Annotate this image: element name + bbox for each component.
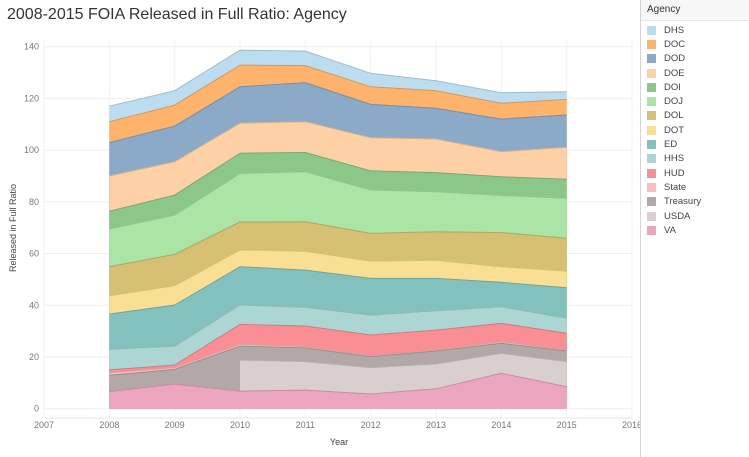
- legend-item-usda[interactable]: USDA: [641, 209, 749, 223]
- legend-label: State: [664, 181, 687, 193]
- y-tick-label: 0: [34, 404, 39, 414]
- legend-swatch: [647, 225, 656, 235]
- x-axis-title: Year: [330, 437, 348, 447]
- legend-label: DOJ: [664, 96, 683, 108]
- y-tick-label: 20: [29, 352, 39, 362]
- area-edge-treasury: [109, 342, 567, 376]
- legend-swatch: [647, 197, 656, 207]
- legend-item-treasury[interactable]: Treasury: [641, 195, 749, 209]
- legend-swatch: [647, 111, 656, 121]
- legend-item-dod[interactable]: DOD: [641, 52, 749, 66]
- area-layers: [109, 49, 567, 409]
- area-edge-hud: [109, 322, 567, 371]
- legend-swatch: [647, 125, 656, 135]
- area-edge-hhs: [109, 304, 567, 350]
- legend-swatch: [647, 97, 656, 107]
- area-edge-ed: [109, 266, 567, 315]
- legend-item-hhs[interactable]: HHS: [641, 152, 749, 166]
- legend-panel: Agency DHS DOC DOD DOE DOI DOJ DOL DOT ED HHS HUD S…: [640, 0, 749, 457]
- chart-title: 2008-2015 FOIA Released in Full Ratio: A…: [7, 6, 347, 23]
- legend-label: HHS: [664, 153, 685, 165]
- area-edge-va: [109, 372, 567, 395]
- x-tick-label: 2011: [296, 420, 315, 430]
- y-axis-title: Released in Full Ratio: [8, 184, 18, 272]
- y-tick-label: 60: [29, 249, 39, 259]
- legend-item-dhs[interactable]: DHS: [641, 23, 749, 37]
- legend-label: USDA: [664, 210, 691, 222]
- legend-item-va[interactable]: VA: [641, 223, 749, 237]
- legend-item-ed[interactable]: ED: [641, 137, 749, 151]
- y-tick-label: 40: [29, 300, 39, 310]
- legend-label: ED: [664, 139, 678, 151]
- y-tick-label: 120: [24, 93, 39, 103]
- legend-swatch: [647, 168, 656, 178]
- area-edge-doe: [109, 121, 567, 177]
- area-edge-dol: [109, 221, 567, 268]
- area-edge-doj: [109, 171, 567, 230]
- x-tick-label: 2007: [34, 420, 54, 430]
- legend-label: DOL: [664, 110, 684, 122]
- y-axis-ticks: 0 20 40 60 80 100 120 140: [24, 42, 39, 414]
- legend-item-hud[interactable]: HUD: [641, 166, 749, 180]
- legend-swatch: [647, 25, 656, 35]
- y-tick-label: 140: [24, 42, 39, 52]
- y-tick-label: 100: [24, 145, 39, 155]
- legend-item-dot[interactable]: DOT: [641, 123, 749, 137]
- x-tick-label: 2009: [165, 420, 185, 430]
- x-tick-label: 2012: [361, 420, 381, 430]
- legend-item-doc[interactable]: DOC: [641, 37, 749, 51]
- legend-label: VA: [664, 224, 676, 236]
- legend-label: DOC: [664, 38, 686, 50]
- legend-label: DHS: [664, 24, 685, 36]
- legend-label: Treasury: [664, 196, 702, 208]
- legend-label: DOD: [664, 53, 686, 65]
- legend-swatch: [647, 140, 656, 150]
- legend-swatch: [647, 182, 656, 192]
- legend-item-doj[interactable]: DOJ: [641, 94, 749, 108]
- legend-swatch: [647, 68, 656, 78]
- x-tick-label: 2015: [557, 420, 577, 430]
- legend-swatch: [647, 54, 656, 64]
- legend-label: DOT: [664, 124, 685, 136]
- legend-label: DOE: [664, 67, 685, 79]
- legend-title: Agency: [641, 0, 749, 21]
- area-edge-usda: [239, 352, 567, 369]
- area-edge-doc: [109, 64, 567, 123]
- x-tick-label: 2014: [491, 420, 511, 430]
- area-edge-dod: [109, 82, 567, 144]
- legend-swatch: [647, 39, 656, 49]
- legend-item-doe[interactable]: DOE: [641, 66, 749, 80]
- area-edge-dhs: [109, 49, 567, 107]
- area-edge-doi: [109, 151, 567, 212]
- legend-item-doi[interactable]: DOI: [641, 80, 749, 94]
- legend-swatch: [647, 211, 656, 221]
- legend-label: HUD: [664, 167, 685, 179]
- x-tick-label: 2013: [426, 420, 446, 430]
- area-edge-state: [109, 341, 567, 374]
- x-tick-label: 2016: [622, 420, 640, 430]
- legend-swatch: [647, 154, 656, 164]
- x-tick-label: 2010: [230, 420, 250, 430]
- legend-item-dol[interactable]: DOL: [641, 109, 749, 123]
- x-axis-ticks: 2007 2008 2009 2010 2011 2012 2013 2014 2015 2016: [34, 420, 640, 430]
- legend-item-state[interactable]: State: [641, 180, 749, 194]
- x-tick-label: 2008: [99, 420, 119, 430]
- legend-label: DOI: [664, 81, 681, 93]
- legend-swatch: [647, 82, 656, 92]
- y-tick-label: 80: [29, 197, 39, 207]
- area-va[interactable]: [109, 373, 567, 409]
- area-edge-dot: [109, 249, 567, 297]
